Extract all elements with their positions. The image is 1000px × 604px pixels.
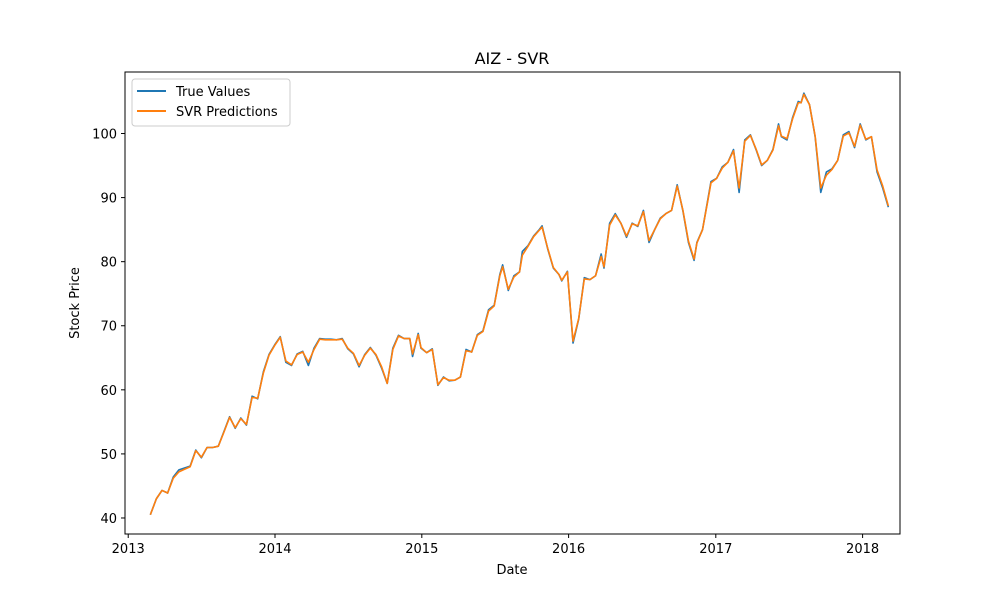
y-tick-label: 90 (100, 192, 117, 207)
series-line-svr-predictions (149, 93, 890, 516)
legend-label-true-values: True Values (175, 85, 250, 100)
x-axis-ticks: 2013 2014 2015 2016 2017 2018 (112, 534, 879, 557)
y-axis-ticks: 40 50 60 70 80 90 100 (92, 128, 125, 527)
x-tick-label: 2018 (846, 542, 879, 557)
x-tick-label: 2017 (699, 542, 732, 557)
y-tick-label: 50 (100, 448, 117, 463)
legend: True Values SVR Predictions (131, 78, 291, 127)
y-tick-label: 60 (100, 384, 117, 399)
y-axis-label: Stock Price (68, 267, 83, 339)
x-tick-label: 2016 (552, 542, 585, 557)
y-tick-label: 80 (100, 256, 117, 271)
y-tick-label: 70 (100, 320, 117, 335)
y-tick-label: 40 (100, 512, 117, 527)
y-tick-label: 100 (92, 128, 117, 143)
x-tick-label: 2014 (258, 542, 291, 557)
x-axis-label: Date (496, 563, 527, 578)
plot-area-frame (124, 71, 901, 535)
chart-title: AIZ - SVR (475, 49, 550, 68)
series-lines (149, 92, 890, 516)
legend-box (131, 78, 291, 127)
legend-label-svr-predictions: SVR Predictions (176, 105, 278, 120)
x-tick-label: 2015 (405, 542, 438, 557)
x-tick-label: 2013 (112, 542, 145, 557)
